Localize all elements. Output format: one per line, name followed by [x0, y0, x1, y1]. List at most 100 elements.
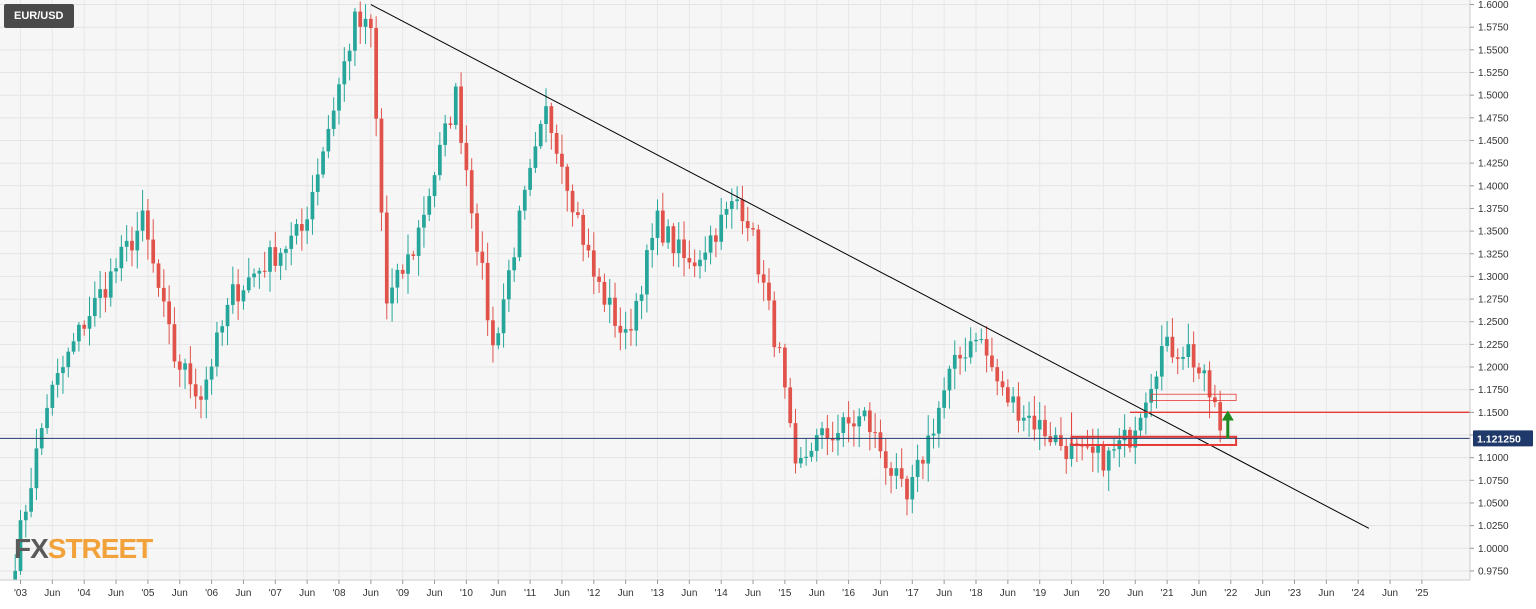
candle-body	[114, 268, 118, 272]
x-tick-label: Jun	[1063, 588, 1079, 599]
candle-body	[29, 488, 33, 512]
candle-body	[560, 153, 564, 167]
candle-body	[1202, 370, 1207, 374]
candle-body	[841, 417, 846, 434]
candle-body	[230, 284, 235, 305]
y-tick-label: 1.0250	[1478, 521, 1509, 532]
candle-body	[554, 132, 559, 154]
logo-part-fx: FX	[14, 533, 49, 564]
candle-body	[814, 435, 819, 451]
candle-body	[528, 167, 532, 190]
candle-body	[894, 468, 899, 476]
candle-body	[660, 210, 665, 243]
candle-body	[55, 373, 60, 385]
candle-body	[23, 511, 28, 521]
candle-body	[374, 28, 379, 119]
x-tick-label: Jun	[299, 588, 315, 599]
candle-body	[167, 301, 171, 325]
x-tick-label: Jun	[235, 588, 251, 599]
candle-body	[1159, 346, 1164, 377]
candle-body	[411, 254, 416, 256]
candle-body	[974, 339, 978, 342]
overlays	[0, 4, 1470, 529]
candle-body	[714, 235, 718, 242]
candle-body	[395, 269, 400, 288]
candle-body	[692, 262, 697, 267]
x-axis: '03 Jun '04 Jun '05 Jun '06 Jun '07 Jun '08 Jun '09 J…	[0, 579, 1536, 604]
candle-body	[262, 270, 267, 272]
candle-body	[347, 50, 352, 62]
candle-body	[491, 320, 495, 346]
y-tick-label: 1.3750	[1478, 204, 1509, 215]
candle-body	[119, 246, 124, 269]
x-tick-label: '19	[1033, 588, 1046, 599]
symbol-badge[interactable]: EUR/USD	[4, 4, 74, 28]
grid	[0, 0, 1470, 580]
candle-body	[77, 324, 81, 342]
candle-body	[724, 209, 729, 215]
candle-body	[1106, 450, 1111, 471]
candle-body	[103, 289, 108, 298]
candle-body	[825, 428, 830, 439]
candle-body	[140, 210, 145, 231]
candle-body	[1170, 336, 1175, 358]
candle-body	[459, 86, 463, 143]
y-tick-label: 1.0000	[1478, 544, 1509, 555]
candle-body	[34, 448, 39, 489]
y-tick-label: 1.1500	[1478, 408, 1509, 419]
y-tick-label: 1.4500	[1478, 136, 1509, 147]
candle-body	[804, 456, 808, 459]
candle-body	[735, 199, 739, 202]
candle-body	[50, 384, 55, 408]
candle-body	[183, 363, 187, 370]
candle-body	[783, 347, 787, 388]
candle-body	[363, 18, 368, 27]
candle-body	[1027, 415, 1031, 418]
y-tick-label: 1.0750	[1478, 476, 1509, 487]
candle-body	[1037, 419, 1042, 430]
candle-body	[830, 438, 835, 441]
x-tick-label: Jun	[363, 588, 379, 599]
x-tick-label: Jun	[872, 588, 888, 599]
candle-body	[448, 123, 453, 125]
candle-body	[958, 354, 962, 359]
candle-body	[416, 227, 421, 256]
candle-body	[1064, 445, 1069, 460]
y-tick-label: 1.6000	[1478, 0, 1509, 11]
candle-body	[1175, 357, 1180, 359]
x-tick-label: '10	[460, 588, 473, 599]
candle-body	[740, 199, 745, 222]
candle-body	[931, 433, 936, 436]
candle-body	[607, 297, 612, 305]
candle-body	[809, 450, 814, 457]
candle-body	[1096, 445, 1100, 453]
candle-body	[257, 270, 262, 274]
x-tick-label: '25	[1415, 588, 1428, 599]
candle-body	[512, 257, 517, 271]
candle-body	[793, 423, 798, 464]
candle-body	[384, 212, 389, 304]
candle-body	[1207, 370, 1212, 398]
candle-body	[209, 366, 214, 380]
x-tick-label: Jun	[1318, 588, 1334, 599]
candle-body	[602, 281, 607, 305]
x-tick-label: '07	[269, 588, 282, 599]
logo-part-street: STREET	[47, 533, 153, 564]
candle-body	[676, 239, 681, 254]
candle-body	[1000, 381, 1005, 388]
candle-body	[767, 282, 771, 301]
candle-body	[798, 458, 803, 464]
x-tick-label: Jun	[44, 588, 60, 599]
candle-body	[66, 351, 71, 368]
candle-body	[225, 304, 230, 327]
candle-body	[204, 379, 209, 400]
candle-body	[1032, 415, 1037, 430]
candle-body	[682, 239, 686, 259]
x-tick-label: '20	[1097, 588, 1110, 599]
candle-body	[883, 451, 888, 469]
candle-body	[331, 110, 336, 129]
candle-body	[926, 435, 931, 464]
y-tick-label: 1.2500	[1478, 317, 1509, 328]
